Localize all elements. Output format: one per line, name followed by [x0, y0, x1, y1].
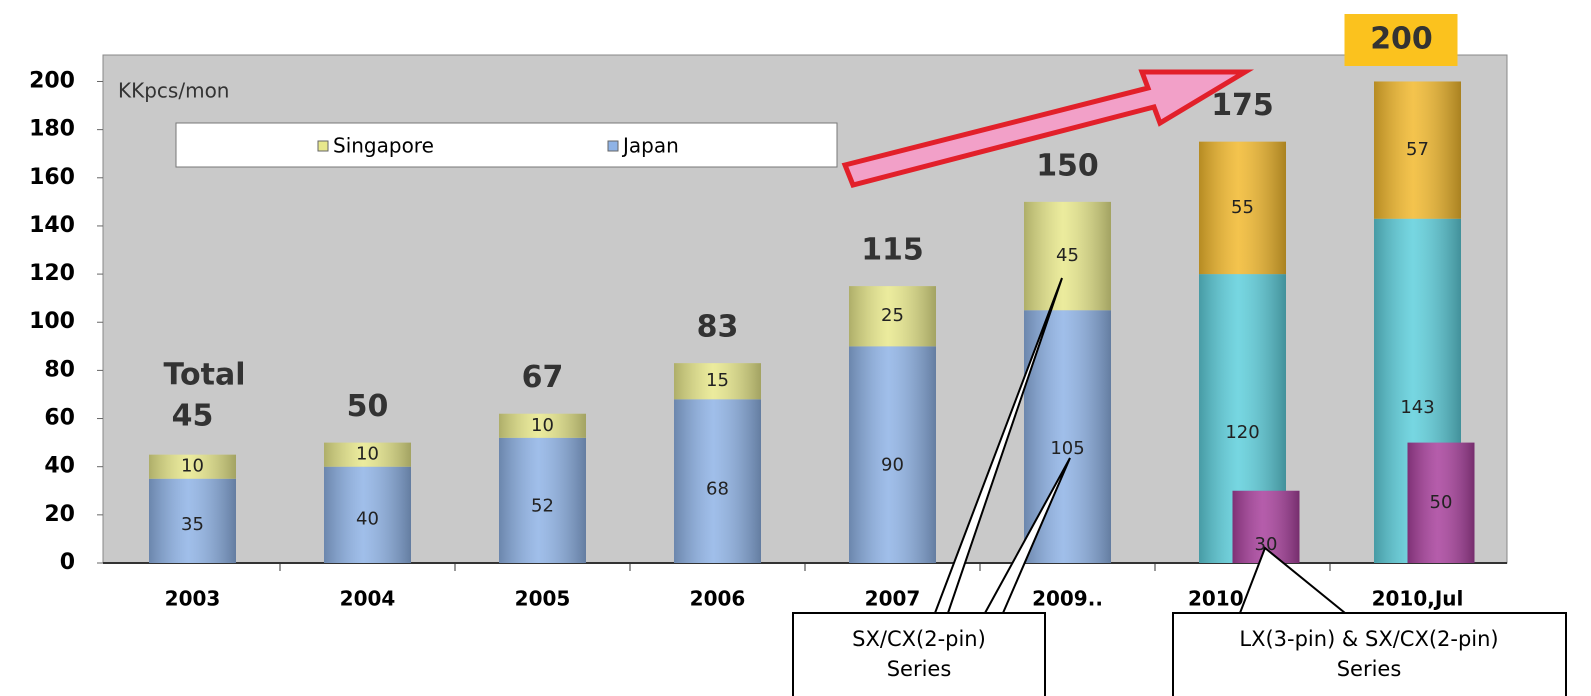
total-label: 200: [1370, 22, 1433, 57]
bar-shade: [149, 454, 236, 479]
unit-label: KKpcs/mon: [118, 79, 229, 103]
callout-text: Series: [887, 657, 952, 681]
y-tick-label: 180: [29, 117, 75, 142]
bar-shade: [674, 363, 761, 400]
value-label: 143: [1400, 397, 1434, 418]
value-label: 90: [881, 454, 904, 475]
bar-shade: [1024, 201, 1111, 311]
bar-shade: [1407, 442, 1475, 563]
value-label: 52: [531, 496, 554, 517]
trend-arrow: [841, 69, 1255, 188]
y-tick-label: 120: [29, 261, 75, 286]
y-tick-label: 200: [29, 68, 75, 93]
x-tick-label: 2010,Jul: [1372, 587, 1464, 611]
value-label: 45: [1056, 245, 1079, 266]
legend: Singapore Japan: [175, 122, 838, 168]
y-tick-label: 20: [44, 502, 75, 527]
bar-shade: [324, 442, 411, 467]
legend-label: Singapore: [333, 134, 434, 158]
total-caption: Total: [164, 358, 246, 393]
total-label: 150: [1036, 148, 1099, 183]
callout-box: [1172, 612, 1567, 696]
total-label: 115: [861, 233, 924, 268]
value-label: 15: [706, 370, 729, 391]
callout-box: [792, 612, 1046, 696]
value-label: 105: [1050, 438, 1084, 459]
y-tick-label: 100: [29, 309, 75, 334]
callout-text: Series: [1337, 657, 1402, 681]
total-label: 175: [1211, 88, 1274, 123]
bar-shade: [849, 346, 936, 563]
y-tick-label: 40: [44, 454, 75, 479]
value-label: 50: [1430, 492, 1453, 513]
total-highlight: [1344, 14, 1458, 66]
callout-text: LX(3-pin) & SX/CX(2-pin): [1239, 627, 1498, 651]
bar-shade: [1374, 81, 1461, 219]
y-tick-label: 0: [60, 550, 75, 575]
value-label: 10: [181, 456, 204, 477]
legend-swatch: [607, 140, 619, 152]
x-tick-label: 2007: [865, 587, 921, 611]
x-tick-label: 2005: [515, 587, 571, 611]
total-label: 67: [522, 360, 564, 395]
callout-text: SX/CX(2-pin): [852, 627, 986, 651]
x-tick-label: 2004: [340, 587, 396, 611]
x-tick-label: 2003: [165, 587, 221, 611]
value-label: 30: [1255, 534, 1278, 555]
bar-shade: [849, 286, 936, 347]
value-label: 68: [706, 478, 729, 499]
bar-shade: [674, 399, 761, 563]
value-label: 57: [1406, 139, 1429, 160]
value-label: 55: [1231, 197, 1254, 218]
x-tick-label: 2009..: [1032, 587, 1103, 611]
bar-shade: [149, 478, 236, 563]
y-tick-label: 160: [29, 165, 75, 190]
y-tick-label: 60: [44, 406, 75, 431]
value-label: 10: [531, 415, 554, 436]
x-tick-label: 2006: [690, 587, 746, 611]
bar-shade: [499, 437, 586, 563]
value-label: 10: [356, 444, 379, 465]
value-label: 40: [356, 509, 379, 530]
total-label: 50: [347, 389, 389, 424]
total-label: 45: [172, 399, 214, 434]
bar-shade: [1199, 141, 1286, 275]
total-label: 83: [697, 310, 739, 345]
bar-shade: [499, 413, 586, 438]
value-label: 25: [881, 305, 904, 326]
y-tick-label: 80: [44, 357, 75, 382]
value-label: 120: [1225, 422, 1259, 443]
legend-label: Japan: [621, 134, 679, 158]
y-tick-label: 140: [29, 213, 75, 238]
bar-shade: [324, 466, 411, 563]
legend-box: [175, 122, 838, 168]
value-label: 35: [181, 514, 204, 535]
legend-swatch: [317, 140, 329, 152]
